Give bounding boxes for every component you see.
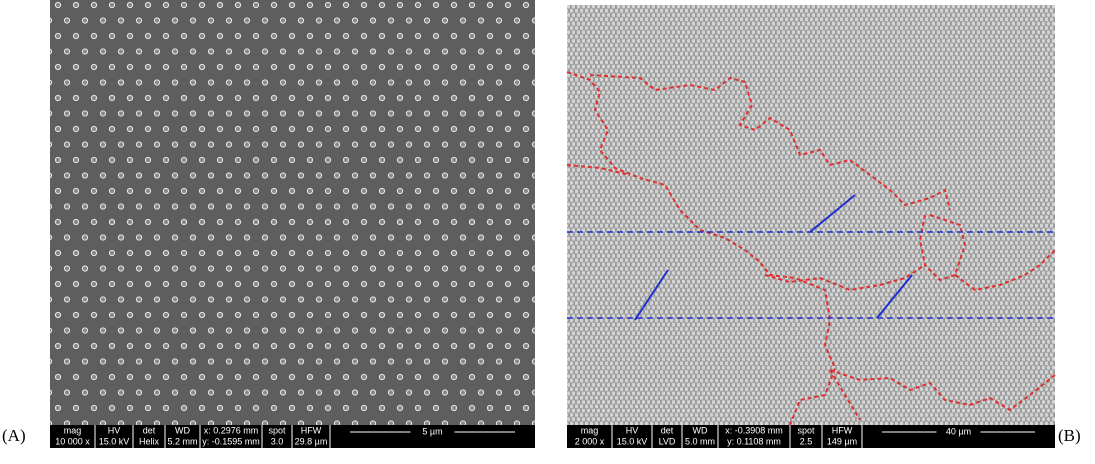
info-value: 10 000 x (55, 436, 90, 446)
info-value: 5.0 mm (685, 436, 715, 446)
info-header: WD (175, 425, 190, 435)
info-value: 15.0 kV (617, 436, 648, 446)
panel-label: (B) (1058, 426, 1081, 445)
info-header: mag (64, 425, 82, 435)
info-header: HV (108, 425, 121, 435)
info-value: 29.8 µm (295, 436, 328, 446)
info-header: mag (581, 425, 599, 435)
info-value: 5.2 mm (167, 436, 197, 446)
info-header: HFW (832, 425, 853, 435)
scale-label: 5 µm (422, 426, 442, 436)
info-header: det (143, 425, 156, 435)
info-value: 2 000 x (575, 436, 605, 446)
scale-label: 40 µm (946, 426, 971, 436)
info-header: WD (693, 425, 708, 435)
info-value: LVD (659, 436, 676, 446)
info-header: HFW (301, 425, 322, 435)
sem-image-b (567, 5, 1055, 425)
info-header: det (661, 425, 674, 435)
info-value: y: 0.1108 mm (727, 436, 781, 446)
info-value: Helix (139, 436, 160, 446)
info-header: x: 0.2976 mm (204, 425, 259, 435)
info-value: 149 µm (827, 436, 857, 446)
sem-image-a (50, 0, 535, 425)
figure: (A) (B) mag10 000 xHV15.0 kVdetHelixWD5.… (0, 0, 1095, 464)
info-value: 3.0 (271, 436, 284, 446)
info-value: y: -0.1595 mm (202, 436, 260, 446)
info-value: 2.5 (800, 436, 813, 446)
panel-label: (A) (2, 426, 26, 445)
info-value: 15.0 kV (99, 436, 130, 446)
info-header: x: -0.3908 mm (725, 425, 783, 435)
info-header: spot (268, 425, 286, 435)
info-header: HV (626, 425, 639, 435)
info-header: spot (797, 425, 815, 435)
